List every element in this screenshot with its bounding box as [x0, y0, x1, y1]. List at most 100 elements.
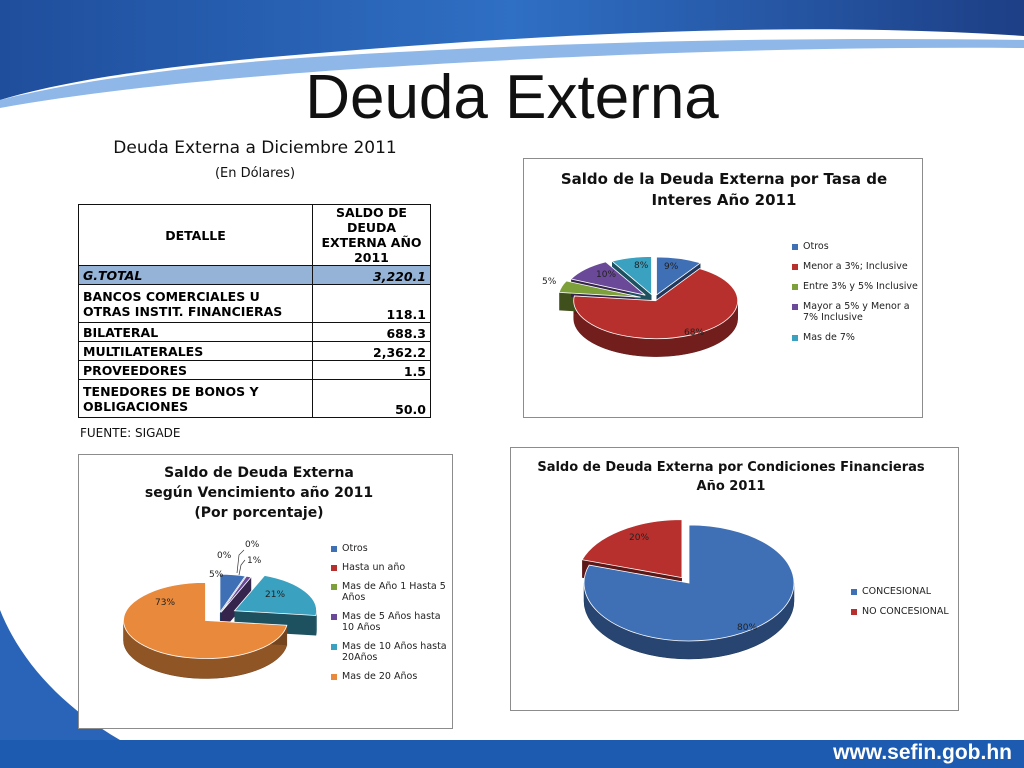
legend-item: Entre 3% y 5% Inclusive: [792, 281, 920, 292]
header-saldo: SALDO DE DEUDA EXTERNA AÑO 2011: [312, 204, 431, 266]
legend-swatch: [851, 609, 857, 615]
legend-swatch: [331, 546, 337, 552]
legend-swatch: [331, 614, 337, 620]
pie-data-label: 68%: [684, 328, 704, 338]
pie-data-label: 21%: [265, 590, 285, 600]
legend-swatch: [331, 644, 337, 650]
pie-data-label: 73%: [155, 598, 175, 608]
chart-panel-vencimiento: Saldo de Deuda Externa según Vencimiento…: [78, 454, 453, 729]
row-value: 2,362.2: [312, 341, 431, 361]
row-label: BILATERAL: [78, 322, 313, 342]
table-row: G.TOTAL 3,220.1: [78, 265, 431, 285]
pie-chart-condiciones: 80% 20%: [581, 519, 795, 660]
row-value: 50.0: [312, 379, 431, 418]
legend-item: CONCESIONAL: [851, 586, 956, 597]
pie-slice: [656, 256, 702, 296]
legend-label: Mas de 20 Años: [342, 671, 418, 682]
pie-chart-vencimiento: 5% 0% 0% 1% 21% 73%: [123, 540, 317, 679]
legend-item: Mas de Año 1 Hasta 5 Años: [331, 581, 449, 603]
chart-panel-condiciones: Saldo de Deuda Externa por Condiciones F…: [510, 447, 959, 711]
pie-slice: [123, 582, 288, 659]
debt-table: DETALLE SALDO DE DEUDA EXTERNA AÑO 2011 …: [78, 204, 431, 418]
legend-swatch: [331, 584, 337, 590]
legend-label: Entre 3% y 5% Inclusive: [803, 281, 918, 292]
legend-tasa: Otros Menor a 3%; Inclusive Entre 3% y 5% …: [792, 241, 920, 352]
legend-swatch: [792, 304, 798, 310]
table-source: FUENTE: SIGADE: [80, 426, 181, 440]
legend-label: Mas de 10 Años hasta 20Años: [342, 641, 447, 663]
table-row: BANCOS COMERCIALES U OTRAS INSTIT. FINAN…: [78, 284, 431, 323]
pie-slice: [570, 261, 646, 296]
pie-slice: [558, 280, 641, 298]
row-value: 688.3: [312, 322, 431, 342]
row-value: 1.5: [312, 360, 431, 380]
legend-label: Mas de Año 1 Hasta 5 Años: [342, 581, 446, 603]
legend-label: Otros: [803, 241, 829, 252]
legend-label: Mayor a 5% y Menor a 7% Inclusive: [803, 301, 910, 323]
pie-slice: [573, 268, 739, 340]
pie-data-label: 5%: [209, 570, 224, 580]
row-value: 118.1: [312, 284, 431, 323]
legend-label: Mas de 7%: [803, 332, 855, 343]
legend-label: Mas de 5 Años hasta 10 Años: [342, 611, 441, 633]
legend-condiciones: CONCESIONAL NO CONCESIONAL: [851, 586, 956, 626]
pie-data-label: 0%: [245, 540, 260, 550]
pie-leader-line: [238, 559, 246, 576]
pie-data-label: 10%: [596, 270, 616, 280]
legend-item: Mas de 10 Años hasta 20Años: [331, 641, 449, 663]
table-row: PROVEEDORES 1.5: [78, 360, 431, 380]
legend-item: Otros: [331, 543, 449, 554]
table-title: Deuda Externa a Diciembre 2011: [113, 138, 397, 158]
row-label: TENEDORES DE BONOS Y OBLIGACIONES: [78, 379, 313, 418]
legend-item: Otros: [792, 241, 920, 252]
pie-slice: [219, 573, 246, 614]
pie-data-label: 80%: [737, 623, 757, 633]
pie-data-label: 0%: [217, 551, 232, 561]
chart-title-vencimiento: Saldo de Deuda Externa según Vencimiento…: [144, 465, 374, 521]
pie-slice-side: [221, 577, 252, 633]
pie-data-label: 5%: [542, 277, 557, 287]
legend-label: Hasta un año: [342, 562, 406, 573]
legend-item: Menor a 3%; Inclusive: [792, 261, 920, 272]
legend-swatch: [792, 335, 798, 341]
legend-item: NO CONCESIONAL: [851, 606, 956, 617]
legend-swatch: [331, 565, 337, 571]
pie-slice: [611, 256, 652, 296]
legend-label: NO CONCESIONAL: [862, 606, 949, 617]
table-header-row: DETALLE SALDO DE DEUDA EXTERNA AÑO 2011: [78, 204, 431, 266]
legend-swatch: [851, 589, 857, 595]
slide-title: Deuda Externa: [305, 63, 719, 132]
pie-data-label: 8%: [634, 261, 649, 271]
table-row: BILATERAL 688.3: [78, 322, 431, 342]
chart-title-tasa: Saldo de la Deuda Externa por Tasa de In…: [560, 170, 888, 209]
legend-swatch: [331, 674, 337, 680]
row-label: G.TOTAL: [78, 265, 313, 285]
chart-panel-tasa: Saldo de la Deuda Externa por Tasa de In…: [523, 158, 923, 418]
pie-slice: [583, 524, 795, 642]
row-label: PROVEEDORES: [78, 360, 313, 380]
legend-swatch: [792, 244, 798, 250]
table-row: TENEDORES DE BONOS Y OBLIGACIONES 50.0: [78, 379, 431, 418]
footer-url: www.sefin.gob.hn: [833, 741, 1012, 764]
legend-vencimiento: Otros Hasta un año Mas de Año 1 Hasta 5 Añ…: [331, 543, 449, 690]
pie-data-label: 1%: [247, 556, 262, 566]
legend-item: Hasta un año: [331, 562, 449, 573]
legend-label: CONCESIONAL: [862, 586, 932, 597]
row-label: BANCOS COMERCIALES U OTRAS INSTIT. FINAN…: [78, 284, 313, 323]
pie-chart-tasa: 9% 68% 5% 10% 8%: [542, 256, 739, 357]
legend-label: Menor a 3%; Inclusive: [803, 261, 908, 272]
pie-slice: [233, 574, 317, 616]
legend-item: Mayor a 5% y Menor a 7% Inclusive: [792, 301, 920, 323]
legend-swatch: [792, 264, 798, 270]
pie-data-label: 20%: [629, 533, 649, 543]
pie-data-label: 9%: [664, 262, 679, 272]
legend-item: Mas de 20 Años: [331, 671, 449, 682]
legend-item: Mas de 7%: [792, 332, 920, 343]
legend-item: Mas de 5 Años hasta 10 Años: [331, 611, 449, 633]
pie-slice: [220, 575, 252, 613]
legend-swatch: [792, 284, 798, 290]
pie-slice: [581, 519, 683, 579]
chart-title-condiciones: Saldo de Deuda Externa por Condiciones F…: [537, 460, 925, 494]
row-value: 3,220.1: [312, 265, 431, 285]
